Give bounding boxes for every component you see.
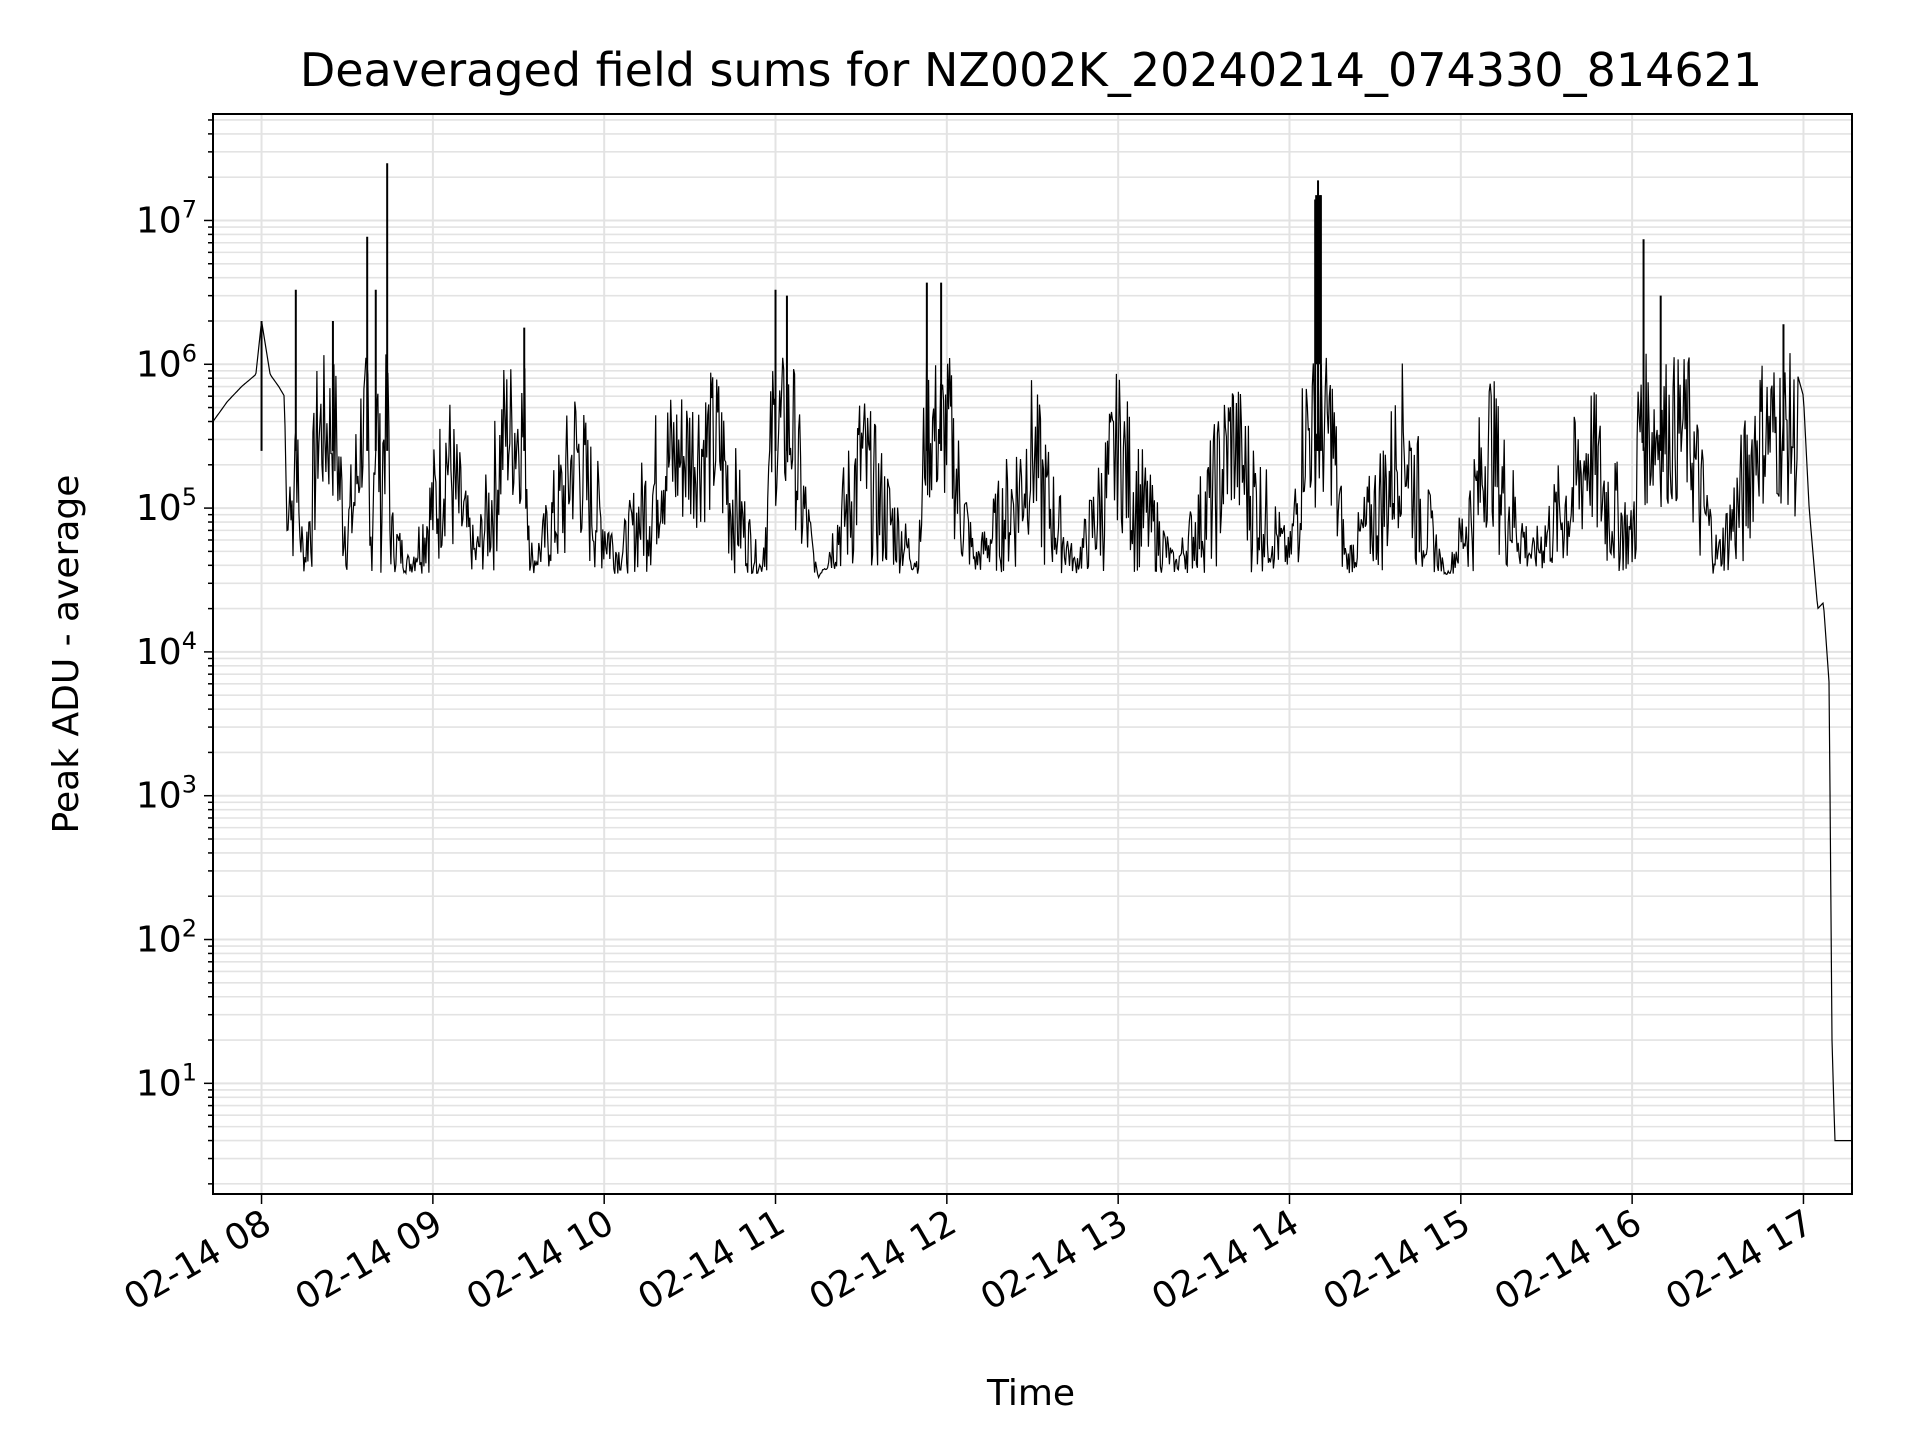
y-tick-label: 104	[136, 627, 197, 673]
series-line	[212, 321, 1851, 1142]
y-tick-label: 105	[136, 483, 197, 529]
y-axis: 101 102 103 104 105 106 107	[136, 195, 197, 1104]
y-tick-label: 103	[136, 771, 197, 817]
plot-area-frame	[212, 113, 1853, 1195]
y-tick-label: 102	[136, 915, 197, 961]
chart-title: Deaveraged field sums for NZ002K_2024021…	[300, 43, 1762, 97]
y-axis-label: Peak ADU - average	[46, 475, 87, 834]
x-axis-label: Time	[986, 1373, 1075, 1414]
y-tick-label: 101	[136, 1058, 197, 1104]
y-tick-label: 107	[136, 195, 197, 241]
series-dense-block	[1315, 195, 1321, 365]
y-tick-label: 106	[136, 339, 197, 385]
series-layer	[212, 163, 1851, 1142]
grid	[204, 114, 1852, 1194]
